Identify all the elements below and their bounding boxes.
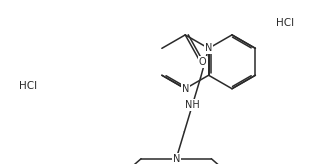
Text: HCl: HCl (276, 18, 294, 28)
Text: NH: NH (185, 100, 200, 110)
Text: HCl: HCl (19, 81, 37, 91)
Text: O: O (199, 57, 207, 67)
Text: N: N (182, 84, 189, 94)
Text: N: N (205, 43, 212, 53)
Text: N: N (172, 154, 180, 164)
